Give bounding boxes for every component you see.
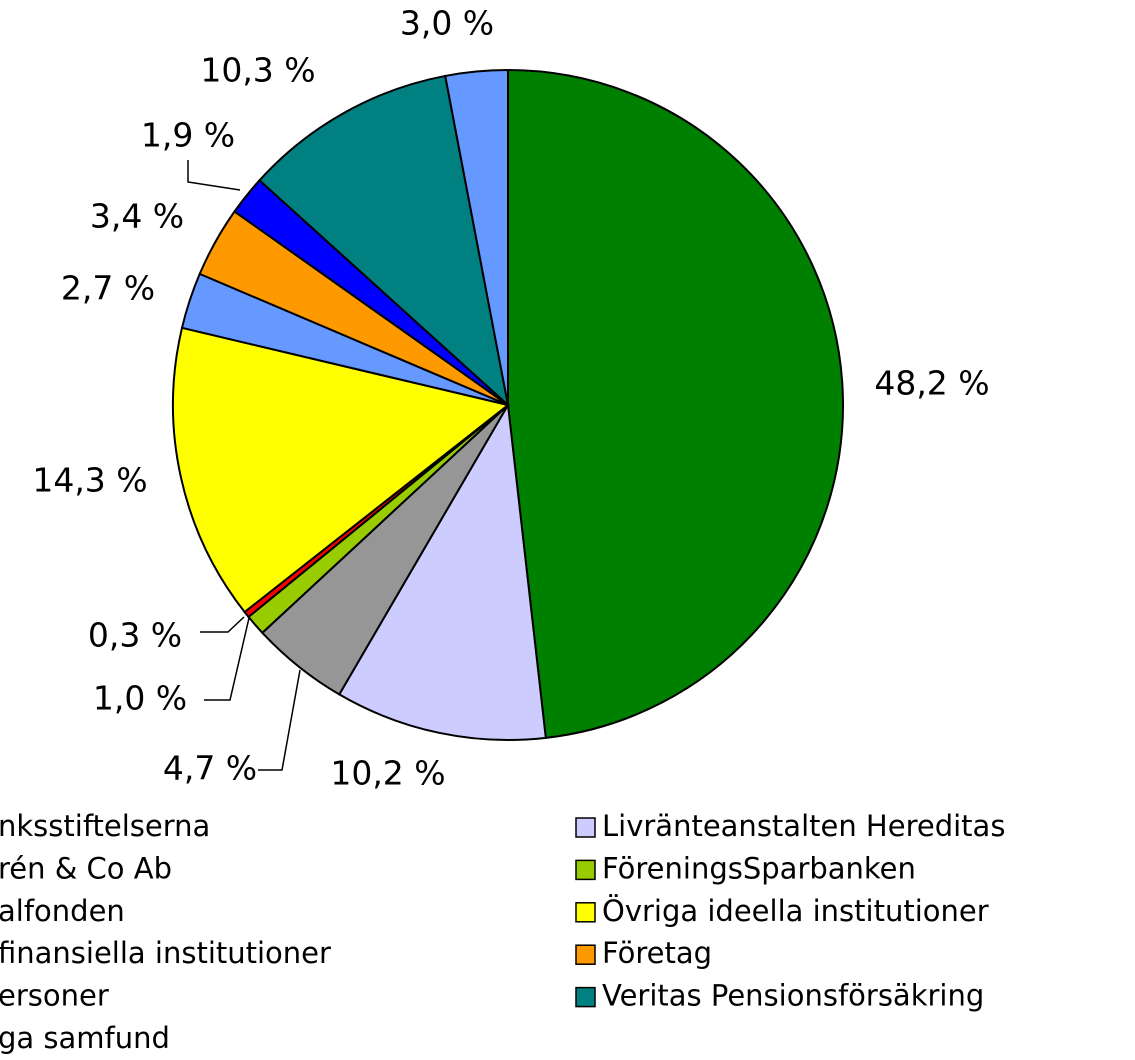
legend-label: Veritas Pensionsförsäkring: [602, 979, 984, 1013]
legend-label: Företag: [602, 936, 712, 970]
legend-label: Övriga ideella institutioner: [602, 894, 989, 928]
legend-swatch: [575, 986, 596, 1008]
leader-line: [258, 669, 301, 771]
data-label: 14,3 %: [32, 461, 147, 500]
legend-label: finansiella institutioner: [0, 936, 331, 970]
data-label: 1,9 %: [141, 116, 235, 155]
data-label: 0,3 %: [88, 616, 182, 655]
leader-line: [204, 617, 250, 701]
legend-label: alfonden: [0, 894, 125, 928]
data-label: 2,7 %: [61, 269, 155, 308]
leader-line: [200, 616, 245, 633]
data-label: 4,7 %: [163, 749, 257, 788]
data-label: 3,0 %: [400, 4, 494, 43]
legend-label: FöreningsSparbanken: [602, 851, 916, 885]
legend-swatch: [575, 944, 596, 965]
pie-slice: [172, 326, 511, 614]
pie-slice: [507, 68, 844, 739]
legend-label: ga samfund: [0, 1021, 170, 1055]
data-label: 1,0 %: [93, 679, 187, 718]
legend-label: nksstiftelserna: [0, 809, 210, 843]
pie-slice: [337, 401, 547, 741]
pie-slice: [258, 74, 510, 408]
leader-line: [187, 160, 241, 191]
legend-swatch: [575, 817, 596, 838]
data-label: 10,2 %: [330, 754, 445, 793]
legend-label: rén & Co Ab: [0, 851, 172, 885]
legend-swatch: [575, 902, 596, 923]
legend-label: Livränteanstalten Hereditas: [602, 809, 1005, 843]
data-label: 48,2 %: [874, 364, 989, 403]
data-label: 3,4 %: [90, 197, 184, 236]
data-label: 10,3 %: [200, 51, 315, 90]
pie-slice: [444, 68, 509, 406]
legend-label: ersoner: [0, 979, 109, 1013]
legend-swatch: [575, 859, 596, 881]
